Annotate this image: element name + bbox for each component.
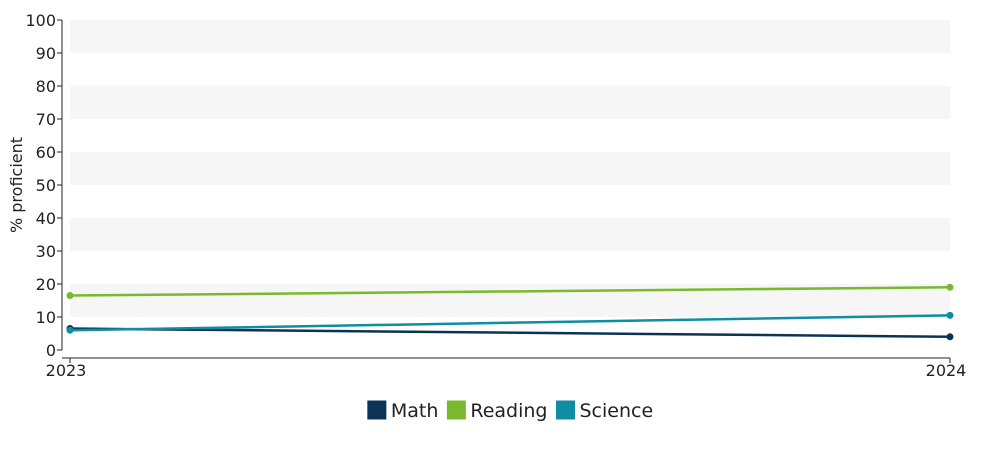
legend-item-science[interactable]: Science bbox=[555, 399, 654, 422]
y-tick-label: 100 bbox=[25, 11, 56, 30]
data-point-science[interactable] bbox=[66, 326, 74, 334]
series-line-reading bbox=[69, 286, 951, 297]
grid-band bbox=[70, 86, 950, 119]
legend-item-math[interactable]: Math bbox=[366, 399, 439, 422]
legend: Math Reading Science bbox=[366, 399, 654, 422]
series-lines bbox=[66, 283, 954, 341]
data-point-math[interactable] bbox=[946, 333, 954, 341]
x-tick-label: 2023 bbox=[46, 361, 87, 380]
legend-swatch-math bbox=[366, 399, 388, 421]
data-point-reading[interactable] bbox=[66, 292, 74, 300]
y-tick-label: 0 bbox=[46, 341, 56, 360]
y-tick-label: 40 bbox=[36, 209, 56, 228]
x-axis: 2023 2024 bbox=[46, 357, 967, 380]
grid-band bbox=[70, 218, 950, 251]
data-point-reading[interactable] bbox=[946, 283, 954, 291]
y-tick-label: 10 bbox=[36, 308, 56, 327]
y-tick-label: 60 bbox=[36, 143, 56, 162]
y-axis: 0 10 20 30 40 50 60 70 80 90 100 bbox=[25, 11, 63, 360]
series-line-math bbox=[69, 327, 951, 339]
series-line-science bbox=[69, 314, 951, 332]
y-tick-label: 80 bbox=[36, 77, 56, 96]
legend-label-reading: Reading bbox=[470, 400, 547, 422]
y-tick-label: 50 bbox=[36, 176, 56, 195]
x-tick-label: 2024 bbox=[926, 361, 967, 380]
y-axis-title: % proficient bbox=[7, 137, 26, 233]
legend-item-reading[interactable]: Reading bbox=[445, 399, 548, 422]
y-tick-label: 20 bbox=[36, 275, 56, 294]
legend-label-science: Science bbox=[580, 400, 654, 422]
grid-band bbox=[70, 152, 950, 185]
data-point-science[interactable] bbox=[946, 311, 954, 319]
legend-label-math: Math bbox=[391, 400, 439, 422]
legend-swatch-science bbox=[555, 399, 576, 421]
y-tick-label: 30 bbox=[36, 242, 56, 261]
y-tick-label: 90 bbox=[36, 44, 56, 63]
grid-bands bbox=[70, 20, 950, 317]
legend-swatch-reading bbox=[445, 399, 467, 421]
y-tick-label: 70 bbox=[36, 110, 56, 129]
grid-band bbox=[70, 20, 950, 53]
